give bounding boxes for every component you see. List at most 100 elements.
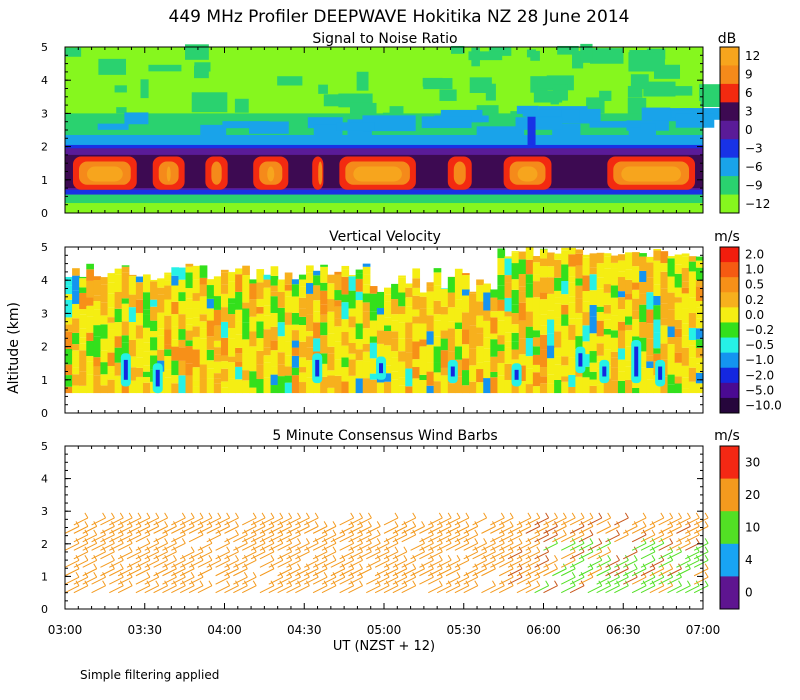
velocity-cell xyxy=(341,269,350,277)
wind-barb xyxy=(109,534,124,543)
wind-barb xyxy=(640,568,656,577)
velocity-cell xyxy=(228,314,236,328)
velocity-cell xyxy=(632,381,640,388)
velocity-cell xyxy=(79,343,87,351)
velocity-cell xyxy=(220,321,229,338)
wind-barb-flag xyxy=(500,555,505,561)
wind-barb xyxy=(304,576,319,585)
velocity-cell xyxy=(596,384,605,394)
wind-barb-flag xyxy=(430,521,434,527)
wind-barb-flag xyxy=(314,512,319,519)
velocity-cell xyxy=(313,285,321,301)
velocity-cell xyxy=(398,361,406,378)
wind-barb xyxy=(445,534,461,543)
wind-barb xyxy=(525,525,541,534)
wind-barb-flag xyxy=(695,555,700,561)
velocity-cell xyxy=(150,350,158,356)
wind-barb-flag xyxy=(545,512,550,519)
velocity-cell xyxy=(603,313,612,320)
wind-barb xyxy=(498,551,514,560)
velocity-cell xyxy=(185,308,194,319)
colorbar-swatch xyxy=(720,446,739,480)
velocity-cell xyxy=(461,275,470,290)
wind-barb xyxy=(685,551,700,560)
wind-barb xyxy=(623,559,638,568)
wind-barb xyxy=(693,525,709,534)
velocity-cell xyxy=(646,338,654,356)
velocity-cell xyxy=(419,346,428,361)
velocity-cell xyxy=(532,314,541,331)
velocity-cell xyxy=(334,318,343,327)
wind-barb xyxy=(498,517,514,526)
wind-barb xyxy=(419,551,434,560)
wind-barb-flag xyxy=(314,563,319,570)
wind-barb xyxy=(436,534,452,543)
wind-barb-flag xyxy=(536,521,541,527)
wind-barb xyxy=(295,551,310,560)
wind-barb-flag xyxy=(518,546,523,553)
velocity-strong-patch xyxy=(315,359,320,377)
wind-barbs-unit: m/s xyxy=(714,428,740,444)
wind-barb-flag xyxy=(173,571,177,578)
velocity-cell xyxy=(695,339,704,348)
snr-cell xyxy=(589,48,624,64)
wind-barb-flag xyxy=(155,555,160,561)
velocity-cell xyxy=(454,268,463,284)
velocity-cell xyxy=(695,347,704,358)
velocity-cell xyxy=(405,352,413,369)
wind-barb xyxy=(259,542,275,551)
velocity-cell xyxy=(178,339,187,348)
wind-barb xyxy=(525,542,541,551)
wind-barb-flag xyxy=(447,521,452,527)
wind-barb xyxy=(162,542,177,551)
velocity-cell xyxy=(334,326,343,342)
velocity-cell xyxy=(114,336,123,348)
velocity-cell xyxy=(249,331,257,347)
velocity-cell xyxy=(525,297,534,312)
velocity-cell xyxy=(561,376,569,382)
snr-cell xyxy=(65,47,82,57)
wind-barb xyxy=(179,517,195,526)
velocity-cell xyxy=(610,380,619,394)
wind-barb-flag xyxy=(545,563,550,570)
wind-barb xyxy=(685,517,700,526)
velocity-cell xyxy=(142,274,151,293)
wind-barb xyxy=(312,576,328,585)
velocity-cell xyxy=(504,341,513,348)
velocity-cell xyxy=(688,284,697,298)
wind-barb-flag xyxy=(430,538,434,544)
wind-barb xyxy=(516,517,532,526)
velocity-cell xyxy=(561,294,569,305)
velocity-cell xyxy=(610,315,619,331)
wind-barb xyxy=(215,568,230,577)
velocity-cell xyxy=(561,264,569,282)
wind-barb xyxy=(560,542,576,551)
wind-barb-flag xyxy=(137,546,142,553)
velocity-cell xyxy=(674,362,683,377)
wind-barb xyxy=(171,534,186,543)
velocity-cell xyxy=(128,307,137,323)
wind-barb xyxy=(374,551,390,560)
wind-barb xyxy=(277,585,292,594)
velocity-cell xyxy=(695,267,704,281)
wind-barb-flag xyxy=(155,521,160,527)
velocity-cell xyxy=(405,386,413,394)
velocity-cell xyxy=(164,349,172,357)
velocity-cell xyxy=(391,379,399,394)
velocity-cell xyxy=(532,281,541,298)
wind-barb xyxy=(472,568,487,577)
wind-barb xyxy=(569,542,585,551)
wind-barb xyxy=(100,517,115,526)
velocity-cell xyxy=(327,320,335,334)
wind-barb xyxy=(578,525,594,534)
velocity-cell xyxy=(525,338,534,357)
wind-barb-flag xyxy=(394,538,399,544)
velocity-cell xyxy=(547,293,555,311)
wind-barb-flag xyxy=(350,563,355,570)
velocity-cell xyxy=(376,330,385,344)
wind-barb xyxy=(304,525,319,534)
velocity-cell xyxy=(639,256,647,271)
wind-barb-flag xyxy=(678,521,682,527)
velocity-cell xyxy=(440,330,449,339)
wind-barb-flag xyxy=(509,546,514,553)
